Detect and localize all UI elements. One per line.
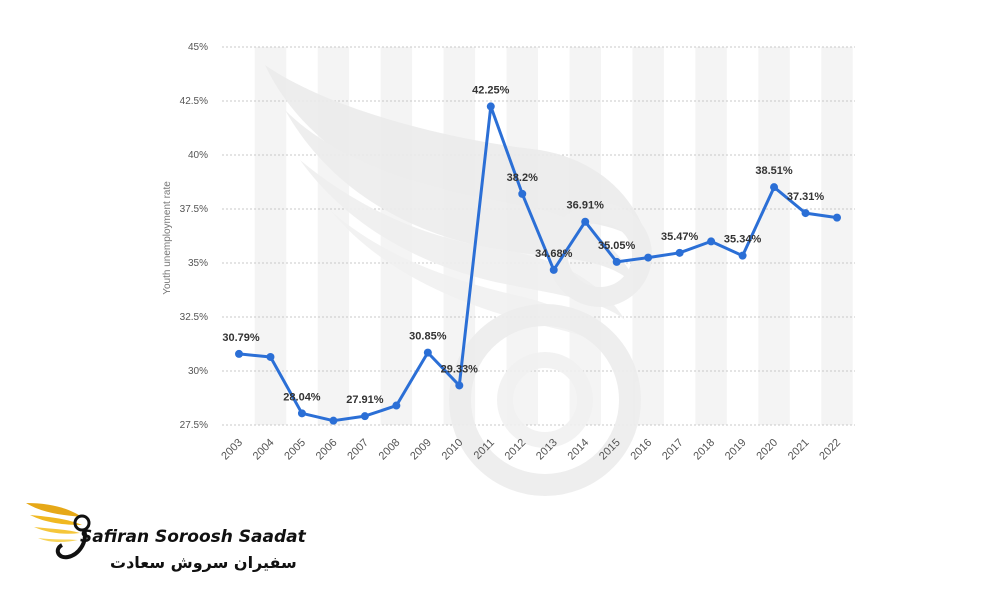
data-point (360, 412, 369, 421)
data-point (266, 352, 275, 361)
band (758, 47, 790, 425)
data-point (549, 265, 558, 274)
x-tick-label: 2004 (251, 437, 277, 463)
data-label: 30.79% (222, 332, 260, 344)
data-label: 35.34% (724, 234, 762, 246)
band (254, 47, 287, 425)
data-point (423, 348, 432, 357)
x-tick-label: 2005 (282, 437, 308, 463)
data-label: 35.05% (598, 240, 636, 252)
bird-watermark (265, 65, 652, 496)
data-point (833, 213, 841, 222)
y-tick-label: 27.5% (180, 420, 208, 431)
x-tick-label: 2020 (754, 437, 780, 463)
brand-name-en: Safiran Soroosh Saadat (80, 527, 306, 547)
y-tick-label: 45% (188, 42, 208, 53)
data-label: 38.2% (507, 172, 538, 184)
x-tick-label: 2018 (691, 437, 717, 463)
data-point (297, 409, 306, 418)
data-label: 30.85% (409, 331, 447, 343)
x-tick-label: 2008 (377, 437, 403, 463)
data-label: 42.25% (472, 84, 510, 96)
data-label: 38.51% (755, 165, 793, 177)
data-point (518, 189, 527, 198)
x-tick-label: 2007 (345, 437, 371, 463)
x-tick-label: 2016 (628, 437, 654, 463)
x-tick-label: 2006 (314, 437, 340, 463)
y-tick-label: 32.5% (180, 312, 208, 323)
data-point (675, 248, 684, 257)
y-tick-label: 37.5% (180, 204, 208, 215)
logo-bird-icon (26, 503, 91, 560)
brand-logo: Safiran Soroosh Saadat سفیران سروش سعادت (22, 493, 306, 583)
data-point (612, 257, 621, 266)
data-point (738, 251, 747, 260)
x-tick-label: 2019 (723, 437, 749, 463)
y-axis: 27.5% 30% 32.5% 35% 37.5% 40% 42.5% 45% (180, 42, 208, 431)
data-label: 27.91% (346, 394, 384, 406)
y-tick-label: 42.5% (180, 96, 208, 107)
data-labels: 30.79% 28.04% 27.91% 30.85% 29.33% 42.25% 38.2… (222, 84, 824, 406)
data-point (801, 209, 810, 218)
data-label: 29.33% (441, 363, 479, 375)
data-point (392, 401, 401, 410)
x-tick-label: 2009 (408, 437, 434, 463)
x-tick-label: 2022 (817, 437, 843, 463)
y-axis-label: Youth unemployment rate (162, 181, 173, 295)
data-point (770, 183, 779, 192)
data-point (235, 349, 243, 358)
band (695, 47, 727, 425)
data-points (235, 102, 841, 425)
y-tick-label: 35% (188, 258, 208, 269)
data-label: 36.91% (567, 200, 605, 212)
x-tick-label: 2017 (660, 437, 686, 463)
data-label: 37.31% (787, 191, 825, 203)
x-tick-label: 2003 (219, 437, 245, 463)
y-tick-label: 30% (188, 366, 208, 377)
series-line (238, 104, 838, 423)
data-point (581, 217, 590, 226)
data-label: 35.47% (661, 231, 699, 243)
y-tick-label: 40% (188, 150, 208, 161)
data-point (486, 102, 495, 111)
brand-name-fa: سفیران سروش سعادت (110, 553, 297, 572)
data-label: 34.68% (535, 248, 573, 260)
data-point (707, 237, 716, 246)
data-point (329, 416, 338, 425)
band (821, 47, 853, 425)
x-tick-label: 2021 (786, 437, 812, 463)
data-point (644, 253, 653, 262)
data-point (455, 381, 464, 390)
data-label: 28.04% (283, 391, 321, 403)
